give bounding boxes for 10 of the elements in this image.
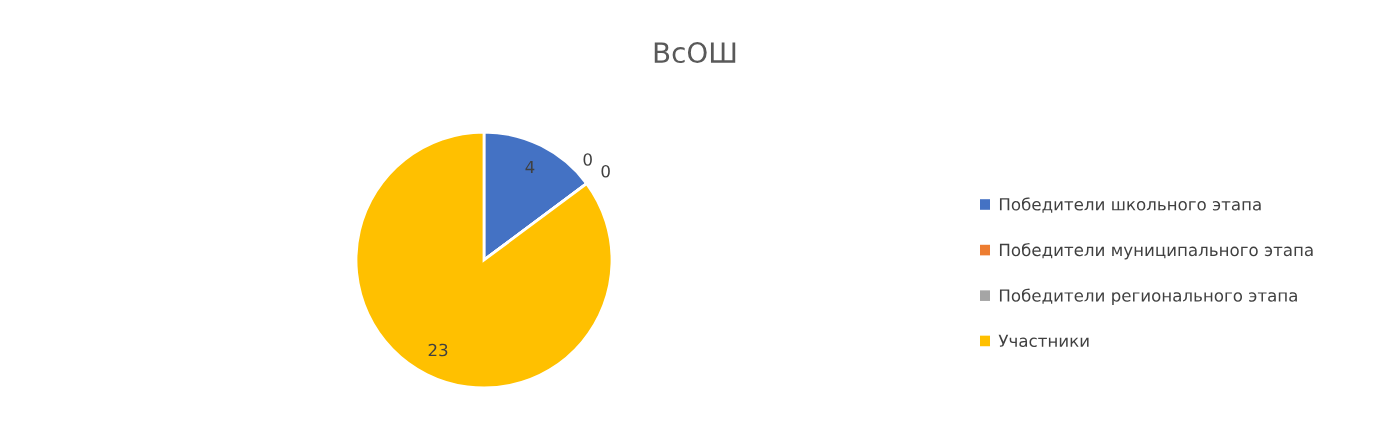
text: 0 xyxy=(601,164,610,178)
legend-label: Победители муниципального этапа xyxy=(999,243,1313,260)
data-label: 23 xyxy=(428,343,448,357)
legend-label: Победители школьного этапа xyxy=(999,197,1261,213)
chart-title: ВсОШ xyxy=(654,42,736,64)
data-label: 4 xyxy=(525,160,535,174)
legend-label: Победители регионального этапа xyxy=(999,288,1297,305)
pie-slice xyxy=(354,130,614,390)
text: 0 xyxy=(583,153,592,166)
legend-label: Участники xyxy=(998,334,1089,348)
